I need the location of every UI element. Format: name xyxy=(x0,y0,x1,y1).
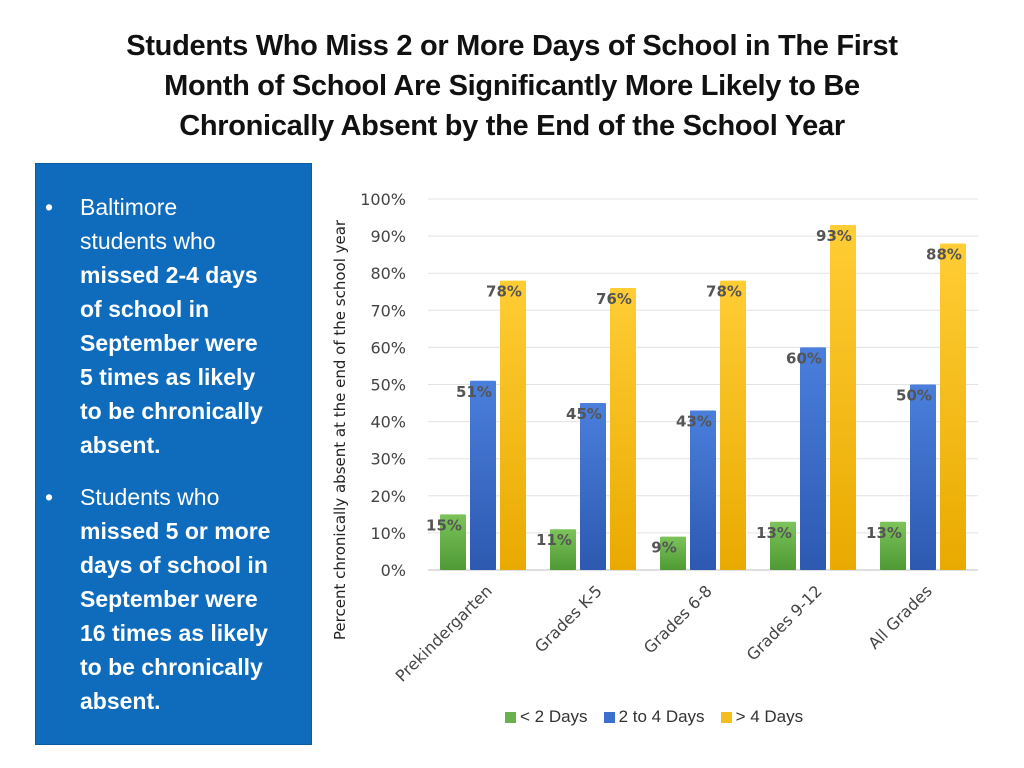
legend-swatch xyxy=(505,711,516,723)
bullet-line: absent. xyxy=(80,432,161,458)
legend-label: < 2 Days xyxy=(520,707,588,726)
y-tick-label: 40% xyxy=(370,413,406,432)
y-tick-label: 100% xyxy=(360,190,406,209)
data-label: 9% xyxy=(651,539,676,557)
data-label: 60% xyxy=(786,349,822,367)
bullet-marker: • xyxy=(45,194,54,220)
data-label: 11% xyxy=(536,531,572,549)
legend-item-less-2: < 2 Days xyxy=(505,707,588,727)
y-tick-label: 90% xyxy=(370,227,406,246)
bullet-text: Baltimore students who missed 2-4 days o… xyxy=(80,190,300,462)
data-label: 43% xyxy=(676,412,712,430)
bar-2-0 xyxy=(500,280,526,570)
data-label: 78% xyxy=(706,283,742,301)
bullet-line: days of school in xyxy=(80,552,268,578)
y-tick-label: 80% xyxy=(370,264,406,283)
bar-0-4 xyxy=(880,521,906,570)
legend-item-more-4: > 4 Days xyxy=(720,707,804,727)
legend-label: > 4 Days xyxy=(735,707,804,726)
data-label: 93% xyxy=(816,227,852,245)
bullet-line: September were xyxy=(80,586,258,612)
y-tick-label: 30% xyxy=(370,450,406,469)
bullet-line: missed 2-4 days xyxy=(80,262,258,288)
x-tick-label: Grades 6-8 xyxy=(640,581,716,657)
x-tick-labels: Prekindergarten Grades K-5 Grades 6-8 Grade… xyxy=(392,581,936,685)
title-line-1: Students Who Miss 2 or More Days of Scho… xyxy=(126,30,898,62)
data-label: 13% xyxy=(866,524,902,542)
data-label: 88% xyxy=(926,246,962,264)
bar-1-1 xyxy=(580,403,606,570)
bar-chart: 0% 10% 20% 30% 40% 50% 60% 70% 80% 90% 100% 15% 51%… xyxy=(331,190,978,686)
x-tick-label: Grades 9-12 xyxy=(743,581,826,664)
bullet-line: of school in xyxy=(80,296,210,322)
y-axis-label: Percent chronically absent at the end of… xyxy=(331,219,349,640)
bar-0-1 xyxy=(550,529,576,570)
bullet-line: to be chronically xyxy=(80,398,263,424)
bullet-line: missed 5 or more xyxy=(80,518,271,544)
y-tick-label: 70% xyxy=(370,301,406,320)
data-label: 45% xyxy=(566,405,602,423)
x-tick-label: Grades K-5 xyxy=(531,581,606,656)
data-label: 50% xyxy=(896,387,932,405)
bar-2-4 xyxy=(940,243,966,570)
bar-2-2 xyxy=(720,280,746,570)
bullet-line: absent. xyxy=(80,688,161,714)
legend-swatch xyxy=(603,711,615,723)
bar-0-2 xyxy=(660,536,686,570)
data-label: 78% xyxy=(486,283,522,301)
data-label: 76% xyxy=(596,290,632,308)
bar-2-3 xyxy=(830,224,856,570)
bullet-line: Baltimore xyxy=(80,194,178,220)
page-title: Students Who Miss 2 or More Days of Scho… xyxy=(40,26,984,146)
bullet-line: September were xyxy=(80,330,258,356)
bullet-line: 16 times as likely xyxy=(80,620,268,646)
data-labels: 15% 51% 78% 11% 45% 76% 9% 43% 78% 13% 60% 93% 13% 50… xyxy=(426,227,962,557)
bar-0-0 xyxy=(440,514,466,570)
title-line-2: Month of School Are Significantly More L… xyxy=(164,70,860,102)
data-label: 13% xyxy=(756,524,792,542)
y-tick-label: 60% xyxy=(370,338,406,357)
y-tick-label: 20% xyxy=(370,487,406,506)
x-tick-label: Prekindergarten xyxy=(392,581,496,685)
y-tick-label: 50% xyxy=(370,376,406,395)
data-label: 15% xyxy=(426,516,462,534)
chart-legend: < 2 Days 2 to 4 Days > 4 Days xyxy=(505,707,803,727)
bar-1-4 xyxy=(910,384,936,570)
y-tick-label: 10% xyxy=(370,524,406,543)
y-tick-label: 0% xyxy=(381,561,406,580)
bar-1-3 xyxy=(800,347,826,570)
legend-swatch xyxy=(720,711,732,723)
bars-group xyxy=(440,224,966,570)
bullet-line: Students who xyxy=(80,484,220,510)
bullet-line: to be chronically xyxy=(80,654,263,680)
title-line-3: Chronically Absent by the End of the Sch… xyxy=(179,110,845,142)
data-label: 51% xyxy=(456,383,492,401)
x-tick-label: All Grades xyxy=(864,581,935,652)
bullet-line: students who xyxy=(80,228,216,254)
sidebar-panel: • Baltimore students who missed 2-4 days… xyxy=(35,163,312,745)
bar-2-1 xyxy=(610,288,636,570)
bar-1-0 xyxy=(470,380,496,570)
bullet-line: 5 times as likely xyxy=(80,364,256,390)
bullet-text: Students who missed 5 or more days of sc… xyxy=(80,480,300,718)
bar-1-2 xyxy=(690,410,716,570)
bar-0-3 xyxy=(770,521,796,570)
bullet-marker: • xyxy=(45,484,54,510)
y-tick-labels: 0% 10% 20% 30% 40% 50% 60% 70% 80% 90% 100% xyxy=(360,190,406,580)
legend-label: 2 to 4 Days xyxy=(618,707,705,726)
legend-item-2-to-4: 2 to 4 Days xyxy=(603,707,705,727)
